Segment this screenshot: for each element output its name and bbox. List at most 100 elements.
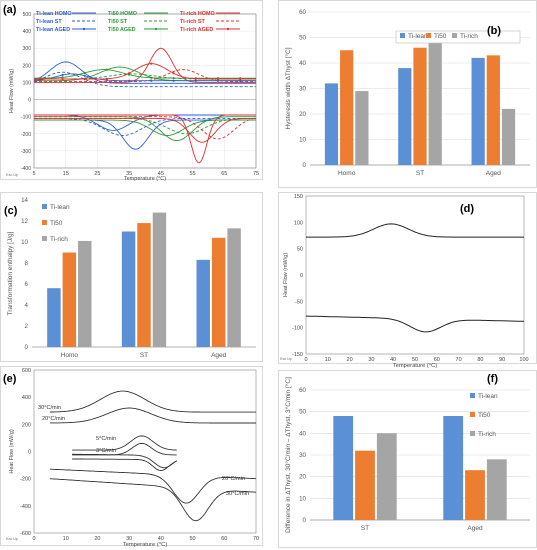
bar-ti-lean <box>324 83 339 165</box>
x-tick-label: 100 <box>519 357 528 363</box>
legend-label: Ti-lean <box>408 33 428 40</box>
y-tick-label: 0 <box>303 162 307 169</box>
series-marker-ti-rich-aged <box>172 72 175 75</box>
y-tick-label: 0 <box>300 273 303 279</box>
y-tick-label: 14 <box>21 197 28 204</box>
curve-3cmin <box>72 442 177 456</box>
legend-label: Ti-lean AGED <box>36 27 70 33</box>
y-tick-label: 60 <box>299 387 306 394</box>
y-tick-label: 0 <box>303 517 307 524</box>
x-tick-label: 15 <box>63 171 69 177</box>
panel-f: 0 10 20 30 40 50 60 ST Aged Difference in ΔThyst,… <box>278 370 537 548</box>
bar-ti-rich <box>486 459 507 520</box>
exo-note: Exo Up <box>6 173 18 177</box>
bar-ti50 <box>211 237 226 347</box>
y-tick-label: 40 <box>299 60 306 67</box>
rate-annotation: 5°C/min <box>96 436 116 442</box>
series-marker-ti-rich-aged <box>105 77 109 80</box>
y-tick-label: -50 <box>295 299 303 305</box>
exo-note: Exo Up <box>280 357 292 361</box>
x-tick-label: 90 <box>499 357 505 363</box>
x-tick-label: ST <box>416 170 424 177</box>
series-marker-ti50-aged <box>105 68 109 71</box>
legend-swatch <box>42 236 47 241</box>
curve-20cmin <box>49 468 257 504</box>
bar-ti-lean <box>121 231 136 347</box>
panel-b: 0 10 20 30 40 50 60 Homo ST Aged Hysteresis width … <box>278 0 537 188</box>
bar-ti-rich <box>227 228 241 347</box>
panel-a: -400 -300 -200 -100 0 100 200 300 400 500 5 15 25 35 4… <box>0 0 263 182</box>
y-tick-label: -400 <box>20 504 31 510</box>
rate-annotation: 30°C/min <box>38 405 61 411</box>
series-marker-ti-rich-aged <box>216 77 220 81</box>
bar-ti-lean <box>398 68 412 165</box>
y-tick-label: 50 <box>299 35 306 42</box>
panel-letter: (d) <box>460 203 474 215</box>
curve-30cmin <box>49 478 257 522</box>
bar-ti-lean <box>333 416 354 520</box>
y-tick-label: -150 <box>292 352 303 358</box>
bar-ti-lean <box>443 416 464 520</box>
bar-ti-rich <box>428 32 442 166</box>
x-tick-label: 35 <box>126 171 132 177</box>
bar-ti-rich <box>501 108 516 165</box>
panel-border <box>278 192 537 364</box>
series-marker-ti-lean-aged <box>61 73 64 77</box>
y-tick-label: -200 <box>21 132 31 138</box>
x-tick-label: 50 <box>412 357 418 363</box>
x-tick-label: 25 <box>94 171 100 177</box>
series-marker-ti-lean-aged <box>194 79 197 82</box>
x-tick-label: Homo <box>61 352 79 359</box>
x-tick-label: ST <box>361 525 369 532</box>
panel-letter: (e) <box>3 373 17 385</box>
legend-swatch <box>42 204 47 209</box>
y-tick-label: 150 <box>294 194 303 200</box>
plot-frame <box>33 13 257 169</box>
legend-swatch <box>470 393 475 398</box>
y-tick-label: 40 <box>299 430 306 437</box>
panel-c: 0 2 4 6 8 10 12 14 Homo ST Aged Transformation enth… <box>0 192 263 362</box>
y-tick-label: -300 <box>21 149 31 155</box>
y-tick-label: 0 <box>28 450 31 456</box>
panel-letter: (a) <box>3 4 17 16</box>
y-tick-label: 100 <box>294 220 303 226</box>
series-marker-ti-lean-aged <box>83 74 86 77</box>
legend-label: Ti50 HOMO <box>108 11 137 17</box>
legend-swatch <box>400 33 405 38</box>
legend-swatch <box>470 431 475 436</box>
y-tick-label: 0 <box>28 98 31 104</box>
y-tick-label: 30 <box>299 86 306 93</box>
legend-label: Ti-rich <box>478 431 496 438</box>
series-marker-ti-rich-aged <box>83 77 86 81</box>
bar-ti-lean <box>471 57 485 165</box>
plot-frame <box>305 195 525 355</box>
bar-ti50 <box>137 223 151 347</box>
series-marker-ti-rich-aged <box>128 72 131 75</box>
bar-ti-rich <box>376 433 397 520</box>
y-axis-label: Hysteresis width ΔThyst [°C] <box>284 47 292 129</box>
rate-annotation: 30°C/min <box>226 491 249 497</box>
x-tick-label: 5 <box>32 171 35 177</box>
x-tick-label: Aged <box>211 352 227 359</box>
x-axis-label: Temperature (°C) <box>123 542 168 548</box>
series-line-ti-rich-aged <box>34 117 256 143</box>
plot-frame <box>33 369 257 534</box>
y-tick-label: 100 <box>23 80 32 86</box>
y-tick-label: 50 <box>297 247 303 253</box>
legend-marker <box>154 27 158 31</box>
panel-letter: (f) <box>487 373 498 385</box>
legend-label: Ti-rich AGED <box>180 27 213 33</box>
series-marker-ti-lean-aged <box>239 79 242 82</box>
bar-ti-rich <box>355 91 369 165</box>
x-tick-label: 20 <box>347 357 353 363</box>
exo-note: Exo Up <box>6 537 18 541</box>
x-tick-label: 45 <box>158 171 164 177</box>
series-marker-ti50-aged <box>150 76 153 79</box>
x-tick-label: Homo <box>338 170 356 177</box>
x-axis-label: Temperature (°C) <box>124 176 166 182</box>
bar-ti50 <box>486 55 500 165</box>
series-line-ti-lean-st <box>33 71 256 88</box>
y-tick-label: -100 <box>292 326 303 332</box>
y-tick-label: 600 <box>22 368 31 374</box>
